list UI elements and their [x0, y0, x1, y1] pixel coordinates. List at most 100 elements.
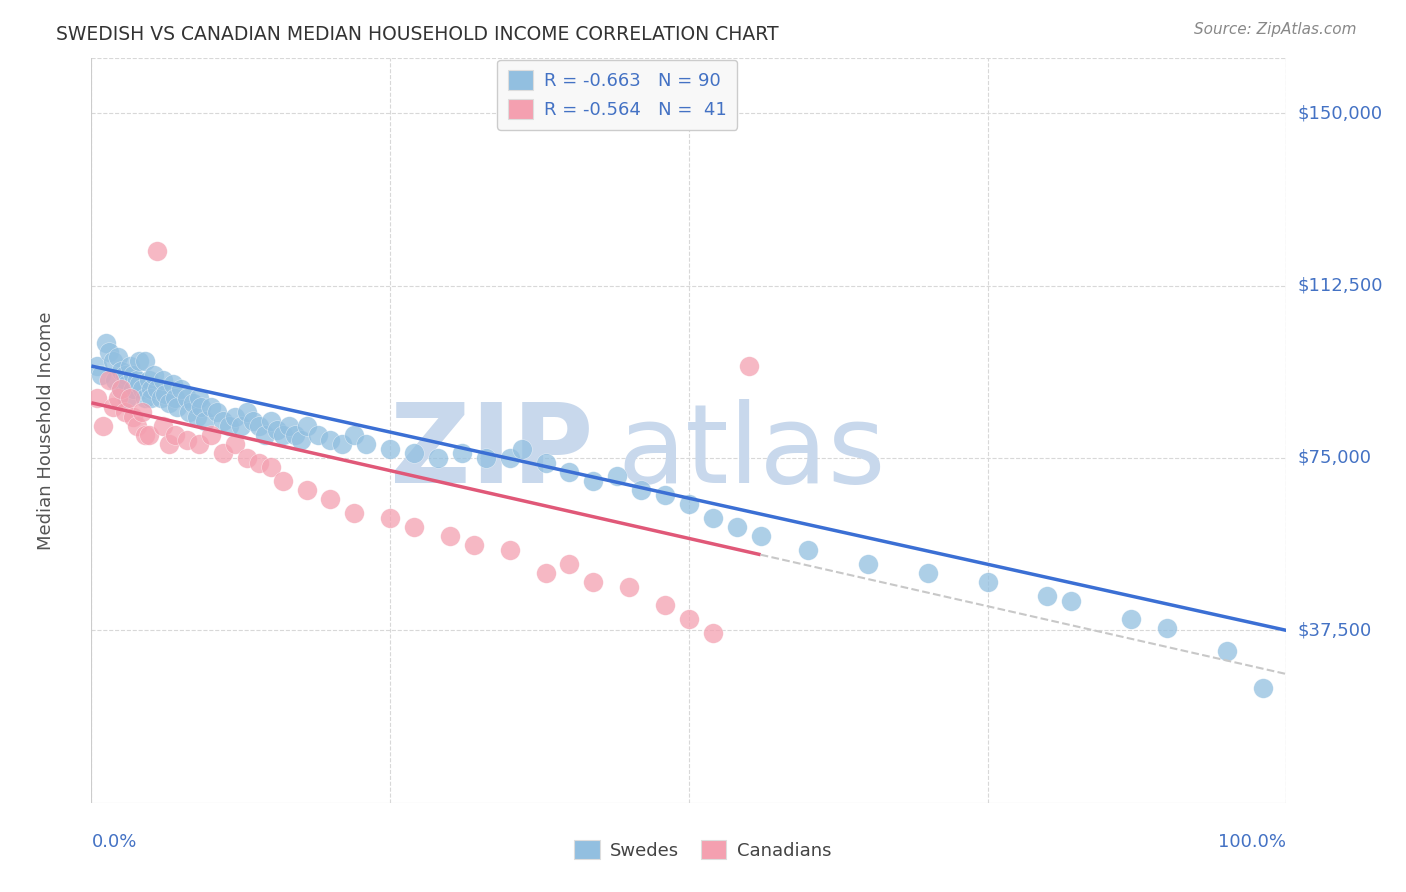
Point — [114, 368, 136, 383]
Point — [856, 557, 880, 571]
Point — [152, 373, 174, 387]
Point — [134, 391, 156, 405]
Point — [218, 418, 240, 433]
Point — [235, 405, 259, 419]
Point — [271, 428, 294, 442]
Point — [307, 428, 329, 442]
Point — [98, 345, 121, 359]
Point — [128, 377, 150, 392]
Point — [104, 373, 127, 387]
Point — [426, 450, 449, 465]
Point — [200, 428, 222, 442]
Point — [110, 382, 132, 396]
Point — [319, 492, 342, 507]
Point — [247, 456, 270, 470]
Point — [122, 382, 145, 396]
Point — [725, 520, 748, 534]
Point — [534, 456, 557, 470]
Point — [678, 497, 700, 511]
Point — [86, 359, 108, 373]
Point — [1119, 612, 1142, 626]
Point — [149, 391, 172, 405]
Point — [224, 409, 246, 424]
Point — [131, 405, 153, 419]
Point — [654, 488, 676, 502]
Point — [678, 612, 700, 626]
Point — [138, 428, 160, 442]
Point — [654, 598, 676, 612]
Point — [917, 566, 939, 580]
Point — [211, 414, 233, 428]
Point — [146, 244, 169, 258]
Point — [582, 474, 605, 488]
Point — [242, 414, 264, 428]
Point — [200, 401, 222, 415]
Point — [211, 446, 233, 460]
Point — [534, 566, 557, 580]
Point — [343, 428, 366, 442]
Point — [439, 529, 461, 543]
Point — [187, 437, 211, 451]
Point — [606, 469, 628, 483]
Point — [354, 437, 377, 451]
Point — [125, 373, 148, 387]
Point — [277, 418, 299, 433]
Point — [107, 391, 129, 405]
Point — [194, 414, 217, 428]
Point — [259, 460, 281, 475]
Point — [378, 510, 402, 524]
Point — [271, 474, 294, 488]
Point — [290, 433, 312, 447]
Point — [619, 580, 641, 594]
Point — [797, 543, 820, 558]
Point — [404, 520, 426, 534]
Point — [976, 575, 998, 590]
Point — [125, 418, 148, 433]
Text: $37,500: $37,500 — [1298, 622, 1372, 640]
Point — [186, 409, 208, 424]
Point — [131, 382, 153, 396]
Point — [122, 368, 145, 383]
Point — [141, 382, 162, 396]
Point — [115, 391, 138, 405]
Text: $150,000: $150,000 — [1298, 104, 1382, 122]
Point — [702, 625, 724, 640]
Point — [134, 354, 156, 368]
Point — [1036, 589, 1059, 603]
Point — [163, 391, 186, 405]
Point — [205, 405, 228, 419]
Point — [152, 418, 174, 433]
Text: SWEDISH VS CANADIAN MEDIAN HOUSEHOLD INCOME CORRELATION CHART: SWEDISH VS CANADIAN MEDIAN HOUSEHOLD INC… — [56, 25, 779, 44]
Point — [558, 557, 581, 571]
Point — [155, 386, 177, 401]
Point — [295, 483, 318, 498]
Text: atlas: atlas — [617, 400, 886, 507]
Point — [176, 391, 198, 405]
Point — [253, 428, 276, 442]
Text: $112,500: $112,500 — [1298, 277, 1384, 294]
Point — [86, 391, 108, 405]
Text: ZIP: ZIP — [389, 400, 593, 507]
Point — [157, 437, 180, 451]
Point — [176, 433, 198, 447]
Point — [90, 368, 112, 383]
Point — [142, 368, 165, 383]
Point — [101, 354, 124, 368]
Point — [94, 336, 117, 351]
Point — [190, 401, 212, 415]
Point — [122, 409, 145, 424]
Point — [247, 418, 270, 433]
Point — [259, 414, 281, 428]
Point — [378, 442, 402, 456]
Point — [582, 575, 605, 590]
Point — [474, 450, 498, 465]
Text: $75,000: $75,000 — [1298, 449, 1372, 467]
Point — [737, 359, 759, 373]
Point — [295, 418, 318, 433]
Point — [115, 377, 138, 392]
Point — [224, 437, 246, 451]
Point — [498, 543, 520, 558]
Legend: R = -0.663   N = 90, R = -0.564   N =  41: R = -0.663 N = 90, R = -0.564 N = 41 — [496, 60, 738, 130]
Point — [1060, 593, 1083, 607]
Point — [749, 529, 772, 543]
